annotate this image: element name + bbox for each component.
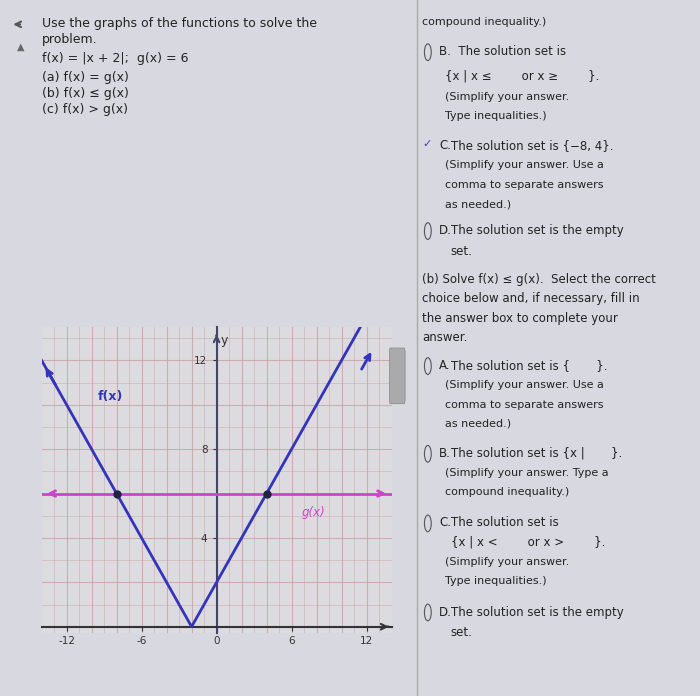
Text: B.  The solution set is: B. The solution set is xyxy=(439,45,566,58)
Text: answer.: answer. xyxy=(422,331,468,345)
Text: The solution set is {       }.: The solution set is { }. xyxy=(451,359,607,372)
Text: comma to separate answers: comma to separate answers xyxy=(445,180,603,189)
Text: the answer box to complete your: the answer box to complete your xyxy=(422,312,618,325)
Text: B.: B. xyxy=(439,447,451,460)
Text: D.: D. xyxy=(439,224,452,237)
Text: Use the graphs of the functions to solve the: Use the graphs of the functions to solve… xyxy=(42,17,316,31)
Text: (c) f(x) > g(x): (c) f(x) > g(x) xyxy=(42,103,127,116)
Text: {x | x <        or x >        }.: {x | x < or x > }. xyxy=(451,536,605,549)
Text: D.: D. xyxy=(439,606,452,619)
Text: The solution set is the empty: The solution set is the empty xyxy=(451,224,623,237)
Text: {x | x ≤        or x ≥        }.: {x | x ≤ or x ≥ }. xyxy=(445,70,599,83)
Text: set.: set. xyxy=(451,245,473,258)
Text: (Simplify your answer.: (Simplify your answer. xyxy=(445,557,569,567)
Text: The solution set is the empty: The solution set is the empty xyxy=(451,606,623,619)
Text: compound inequality.): compound inequality.) xyxy=(445,487,569,497)
Text: comma to separate answers: comma to separate answers xyxy=(445,400,603,409)
Text: as needed.): as needed.) xyxy=(445,199,511,209)
Text: The solution set is {−8, 4}.: The solution set is {−8, 4}. xyxy=(451,139,613,152)
Text: set.: set. xyxy=(451,626,473,640)
Text: (Simplify your answer. Use a: (Simplify your answer. Use a xyxy=(445,160,603,170)
Text: choice below and, if necessary, fill in: choice below and, if necessary, fill in xyxy=(422,292,640,306)
Text: The solution set is: The solution set is xyxy=(451,516,559,530)
Text: (Simplify your answer. Type a: (Simplify your answer. Type a xyxy=(445,468,608,477)
Text: (b) f(x) ≤ g(x): (b) f(x) ≤ g(x) xyxy=(42,87,129,100)
Text: as needed.): as needed.) xyxy=(445,419,511,429)
Text: f(x) = |x + 2|;  g(x) = 6: f(x) = |x + 2|; g(x) = 6 xyxy=(42,52,188,65)
Text: A.: A. xyxy=(439,359,451,372)
Text: problem.: problem. xyxy=(42,33,97,47)
Text: f(x): f(x) xyxy=(98,390,123,404)
Text: (a) f(x) = g(x): (a) f(x) = g(x) xyxy=(42,71,129,84)
Text: ✓: ✓ xyxy=(422,139,431,149)
Text: g(x): g(x) xyxy=(302,506,326,519)
Text: y: y xyxy=(220,334,228,347)
Text: Type inequalities.): Type inequalities.) xyxy=(445,111,547,121)
Text: compound inequality.): compound inequality.) xyxy=(422,17,547,27)
Text: ▲: ▲ xyxy=(17,42,25,52)
Text: C.: C. xyxy=(439,139,452,152)
Text: (b) Solve f(x) ≤ g(x).  Select the correct: (b) Solve f(x) ≤ g(x). Select the correc… xyxy=(422,273,656,286)
Text: (Simplify your answer.: (Simplify your answer. xyxy=(445,92,569,102)
Text: The solution set is {x |       }.: The solution set is {x | }. xyxy=(451,447,622,460)
FancyBboxPatch shape xyxy=(389,348,405,404)
Text: C.: C. xyxy=(439,516,452,530)
Text: Type inequalities.): Type inequalities.) xyxy=(445,576,547,586)
Text: (Simplify your answer. Use a: (Simplify your answer. Use a xyxy=(445,380,603,390)
